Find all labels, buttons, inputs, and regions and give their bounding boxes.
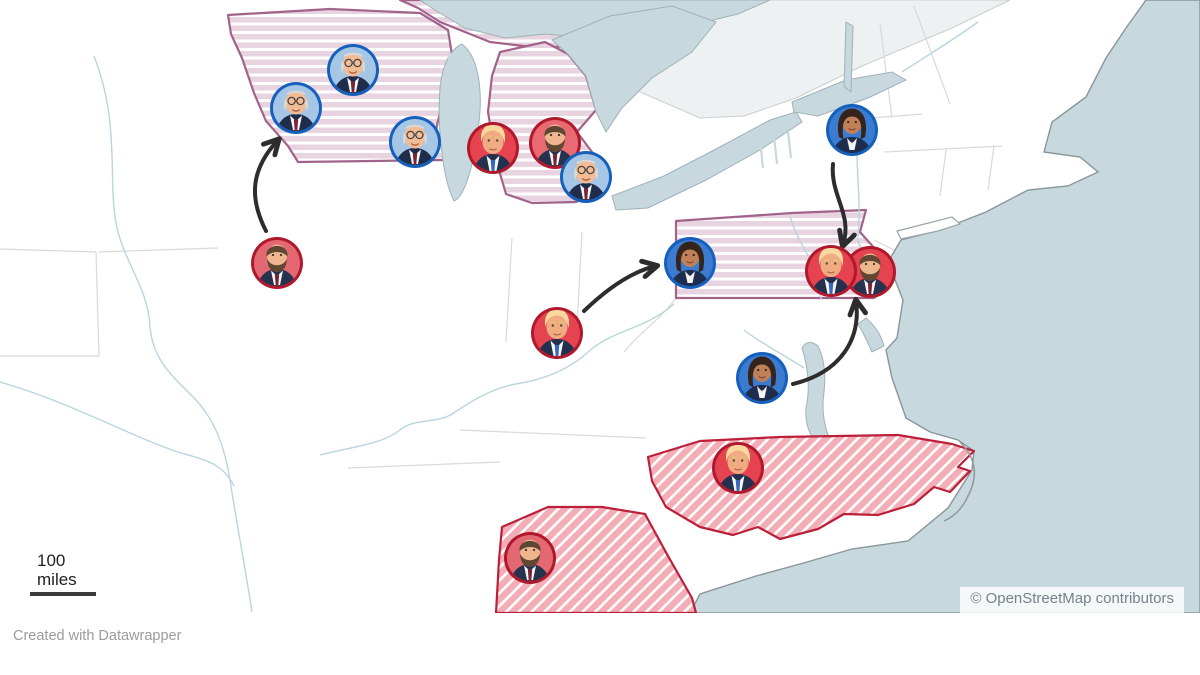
travel-arrow-illinois-to-wisconsin <box>253 136 282 233</box>
lake-erie <box>611 111 803 211</box>
marker-harris[interactable] <box>826 104 878 157</box>
scale-bar-line <box>30 592 96 596</box>
travel-arrows <box>253 136 868 386</box>
lake-michigan <box>438 43 481 202</box>
lake-ontario <box>791 71 908 117</box>
marker-trump[interactable] <box>531 307 583 360</box>
lake-huron <box>551 5 717 133</box>
missouri-river <box>0 381 235 487</box>
marker-trump[interactable] <box>805 245 857 298</box>
marker-vance[interactable] <box>529 117 581 170</box>
state-borders <box>0 5 1003 469</box>
potomac-river <box>743 329 805 369</box>
green-bay <box>447 53 459 101</box>
ohio-river <box>319 303 675 456</box>
marker-vance[interactable] <box>844 246 896 299</box>
scale-distance: 100 <box>37 551 66 570</box>
marker-walz[interactable] <box>560 151 612 204</box>
marker-trump[interactable] <box>467 122 519 175</box>
marker-harris[interactable] <box>736 352 788 405</box>
marker-vance[interactable] <box>251 237 303 290</box>
great-lakes <box>419 0 908 211</box>
scale-unit: miles <box>37 570 77 590</box>
marker-trump[interactable] <box>712 442 764 495</box>
outer-banks <box>943 441 976 522</box>
atlantic-ocean <box>689 0 1200 613</box>
candidate-markers <box>251 44 896 585</box>
scale-bar: 100 miles <box>30 551 96 596</box>
travel-arrow-ohio-valley-to-pennsylvania <box>582 258 661 313</box>
lake-champlain <box>843 21 854 94</box>
finger-lakes <box>758 131 793 169</box>
delaware-bay <box>857 317 885 353</box>
st-lawrence-river <box>901 21 979 73</box>
datawrapper-credit-link[interactable]: Created with Datawrapper <box>13 628 182 644</box>
marker-vance[interactable] <box>504 532 556 585</box>
map-attribution-link[interactable]: © OpenStreetMap contributors <box>960 587 1184 613</box>
travel-arrow-virginia-to-new-jersey <box>791 296 868 386</box>
long-island <box>896 216 962 240</box>
region-georgia <box>494 505 698 613</box>
locator-map: 100 miles © OpenStreetMap contributors <box>0 0 1200 613</box>
marker-walz[interactable] <box>270 82 322 135</box>
map-canvas <box>0 0 1200 613</box>
rivers <box>0 21 979 613</box>
chesapeake-bay <box>801 342 833 449</box>
marker-walz[interactable] <box>327 44 379 97</box>
travel-arrow-new-york-to-philadelphia <box>830 162 857 250</box>
marker-walz[interactable] <box>389 116 441 169</box>
mississippi-river <box>93 55 253 613</box>
marker-harris[interactable] <box>664 237 716 290</box>
